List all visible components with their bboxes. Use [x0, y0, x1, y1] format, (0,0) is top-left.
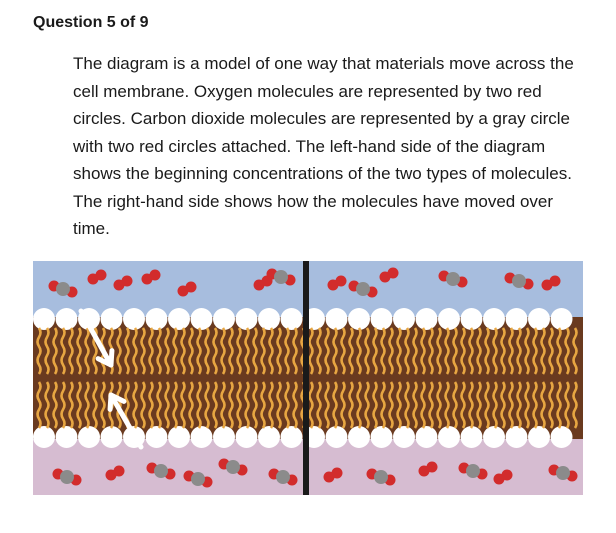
question-header: Question 5 of 9	[33, 14, 583, 32]
question-body: The diagram is a model of one way that m…	[73, 50, 583, 243]
membrane-diagram	[33, 261, 583, 495]
